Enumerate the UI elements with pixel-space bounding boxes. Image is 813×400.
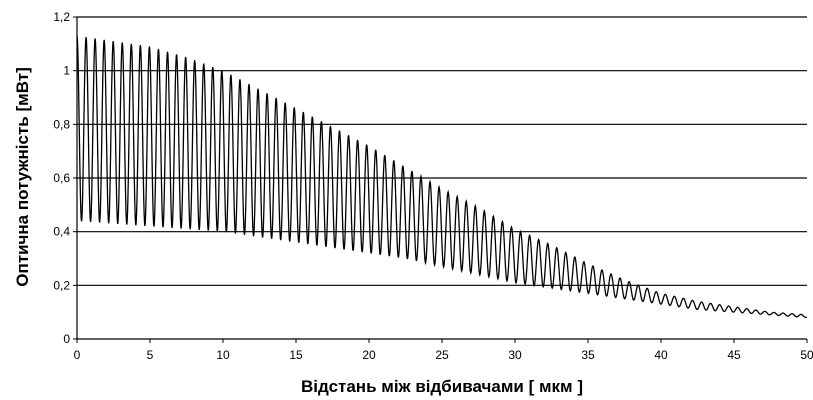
- x-tick-labels: 0 5 10 15 20 25 30 35 40 45 50: [74, 348, 813, 362]
- axes: [73, 16, 808, 343]
- y-tick-labels: 0 0,2 0,4 0,6 0,8 1 1,2: [53, 10, 70, 346]
- y-tick-label: 0,8: [53, 117, 70, 131]
- x-axis-title: Відстань між відбивачами [ мкм ]: [301, 377, 583, 396]
- y-tick-label: 0,2: [53, 278, 70, 292]
- y-tick-label: 0,6: [53, 171, 70, 185]
- x-tick-label: 35: [581, 348, 595, 362]
- y-gridlines: [77, 16, 807, 286]
- y-tick-label: 0: [63, 332, 70, 346]
- x-tick-label: 10: [216, 348, 230, 362]
- x-tick-label: 45: [727, 348, 741, 362]
- y-axis-title: Оптична потужність [мВт]: [13, 67, 32, 287]
- x-tick-label: 25: [435, 348, 449, 362]
- x-tick-label: 40: [654, 348, 668, 362]
- x-tick-label: 30: [508, 348, 522, 362]
- x-tick-label: 5: [147, 348, 154, 362]
- y-tick-label: 1: [63, 64, 70, 78]
- x-tick-label: 50: [800, 348, 813, 362]
- y-tick-label: 1,2: [53, 10, 70, 24]
- series-line: [76, 35, 808, 319]
- series-group: [76, 35, 808, 319]
- x-tick-label: 20: [362, 348, 376, 362]
- y-tick-label: 0,4: [53, 225, 70, 239]
- x-tick-label: 15: [289, 348, 303, 362]
- x-tick-label: 0: [74, 348, 81, 362]
